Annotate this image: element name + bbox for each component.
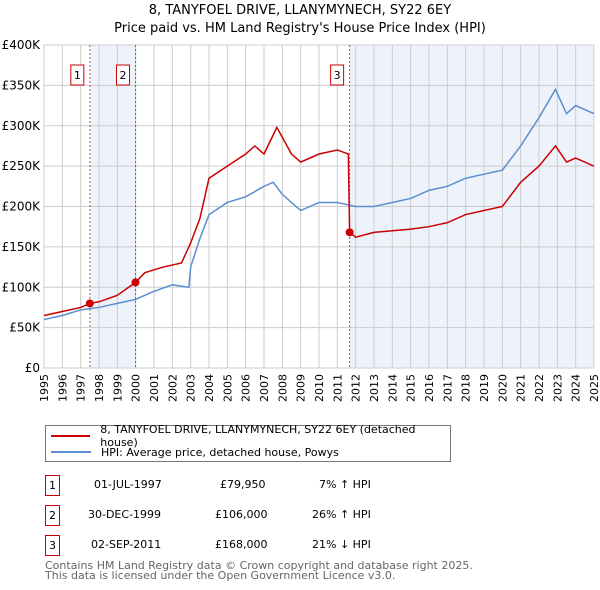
price-chart: 1995 1996 1997 1998 1999 2000 2001 2002 2003 2004… (2, 38, 600, 402)
series-line (43, 87, 595, 321)
y-tick-label: £150K (2, 240, 42, 254)
transaction-number: 1 (45, 475, 60, 496)
x-tick-label: 2023 (551, 374, 564, 402)
x-tick-label: 2018 (460, 374, 473, 402)
y-tick-label: £350K (2, 78, 42, 92)
x-tick-label: 2009 (295, 374, 308, 402)
y-tick-label: £50K (9, 321, 41, 335)
transaction-price: £168,000 (215, 538, 268, 551)
footer: Contains HM Land Registry data © Crown c… (45, 559, 473, 582)
transaction-hpi: 7% ↑ HPI (319, 478, 371, 491)
x-tick-label: 1996 (56, 374, 69, 402)
x-tick-label: 2008 (276, 374, 289, 402)
y-tick-label: £0 (25, 361, 40, 375)
y-tick-label: £250K (2, 159, 42, 173)
sale-marker-label: 3 (334, 69, 341, 82)
y-tick-label: £100K (2, 280, 42, 294)
footer-licence: This data is licensed under the Open Gov… (45, 569, 396, 582)
sale-point (345, 228, 354, 237)
y-tick-label: £300K (2, 119, 42, 133)
transaction-number: 3 (45, 535, 60, 556)
legend-property: 8, TANYFOEL DRIVE, LLANYMYNECH, SY22 6EY… (100, 423, 416, 449)
y-tick-label: £400K (2, 38, 42, 52)
x-tick-label: 2017 (441, 374, 454, 402)
x-tick-label: 1997 (75, 374, 88, 402)
x-tick-label: 2022 (533, 374, 546, 402)
x-tick-label: 2019 (478, 374, 491, 402)
x-tick-label: 2006 (240, 374, 253, 402)
footer-copyright: Contains HM Land Registry data © Crown c… (45, 559, 473, 572)
sale-point (85, 299, 94, 308)
x-tick-label: 2024 (570, 374, 583, 402)
series-line (43, 125, 595, 317)
x-tick-label: 1995 (38, 374, 51, 402)
red-line-swatch (51, 435, 91, 437)
sale-marker-box (330, 64, 345, 86)
transaction-hpi: 21% ↓ HPI (312, 538, 371, 551)
x-tick-label: 2010 (313, 374, 326, 402)
x-tick-label: 1998 (93, 374, 106, 402)
x-tick-label: 2000 (130, 374, 143, 402)
x-tick-label: 2016 (423, 374, 436, 402)
transaction-number: 2 (45, 505, 60, 526)
x-tick-label: 2021 (515, 374, 528, 402)
blue-line-swatch (51, 451, 91, 453)
sale-point (131, 278, 140, 287)
legend-hpi: HPI: Average price, detached house, Powy… (101, 445, 339, 459)
x-tick-label: 2020 (496, 374, 509, 402)
x-tick-label: 2007 (258, 374, 271, 402)
transaction-price: £106,000 (215, 508, 268, 521)
sale-marker-label: 2 (119, 69, 126, 82)
legend: 8, TANYFOEL DRIVE, LLANYMYNECH, SY22 6EY… (45, 423, 451, 462)
chart-subtitle: Price paid vs. HM Land Registry's House … (114, 21, 486, 36)
transaction-date: 02-SEP-2011 (91, 538, 162, 551)
x-tick-label: 2014 (386, 374, 399, 402)
x-tick-label: 2011 (331, 374, 344, 402)
x-tick-label: 2015 (405, 374, 418, 402)
x-tick-label: 2004 (203, 374, 216, 402)
x-tick-label: 2005 (221, 374, 234, 402)
x-tick-label: 2025 (588, 374, 600, 402)
y-tick-label: £200K (2, 200, 42, 214)
transaction-price: £79,950 (220, 478, 266, 491)
sale-marker-box (115, 64, 130, 86)
transaction-date: 30-DEC-1999 (88, 508, 162, 521)
x-tick-label: 2003 (185, 374, 198, 402)
sale-marker-label: 1 (74, 69, 81, 82)
x-tick-label: 2001 (148, 374, 161, 402)
sale-marker-box (70, 64, 85, 86)
x-tick-label: 2013 (368, 374, 381, 402)
x-tick-label: 1999 (111, 374, 124, 402)
x-tick-label: 2002 (166, 374, 179, 402)
transaction-hpi: 26% ↑ HPI (312, 508, 371, 521)
transaction-date: 01-JUL-1997 (94, 478, 162, 491)
chart-title: 8, TANYFOEL DRIVE, LLANYMYNECH, SY22 6EY (148, 3, 452, 18)
x-tick-label: 2012 (350, 374, 363, 402)
